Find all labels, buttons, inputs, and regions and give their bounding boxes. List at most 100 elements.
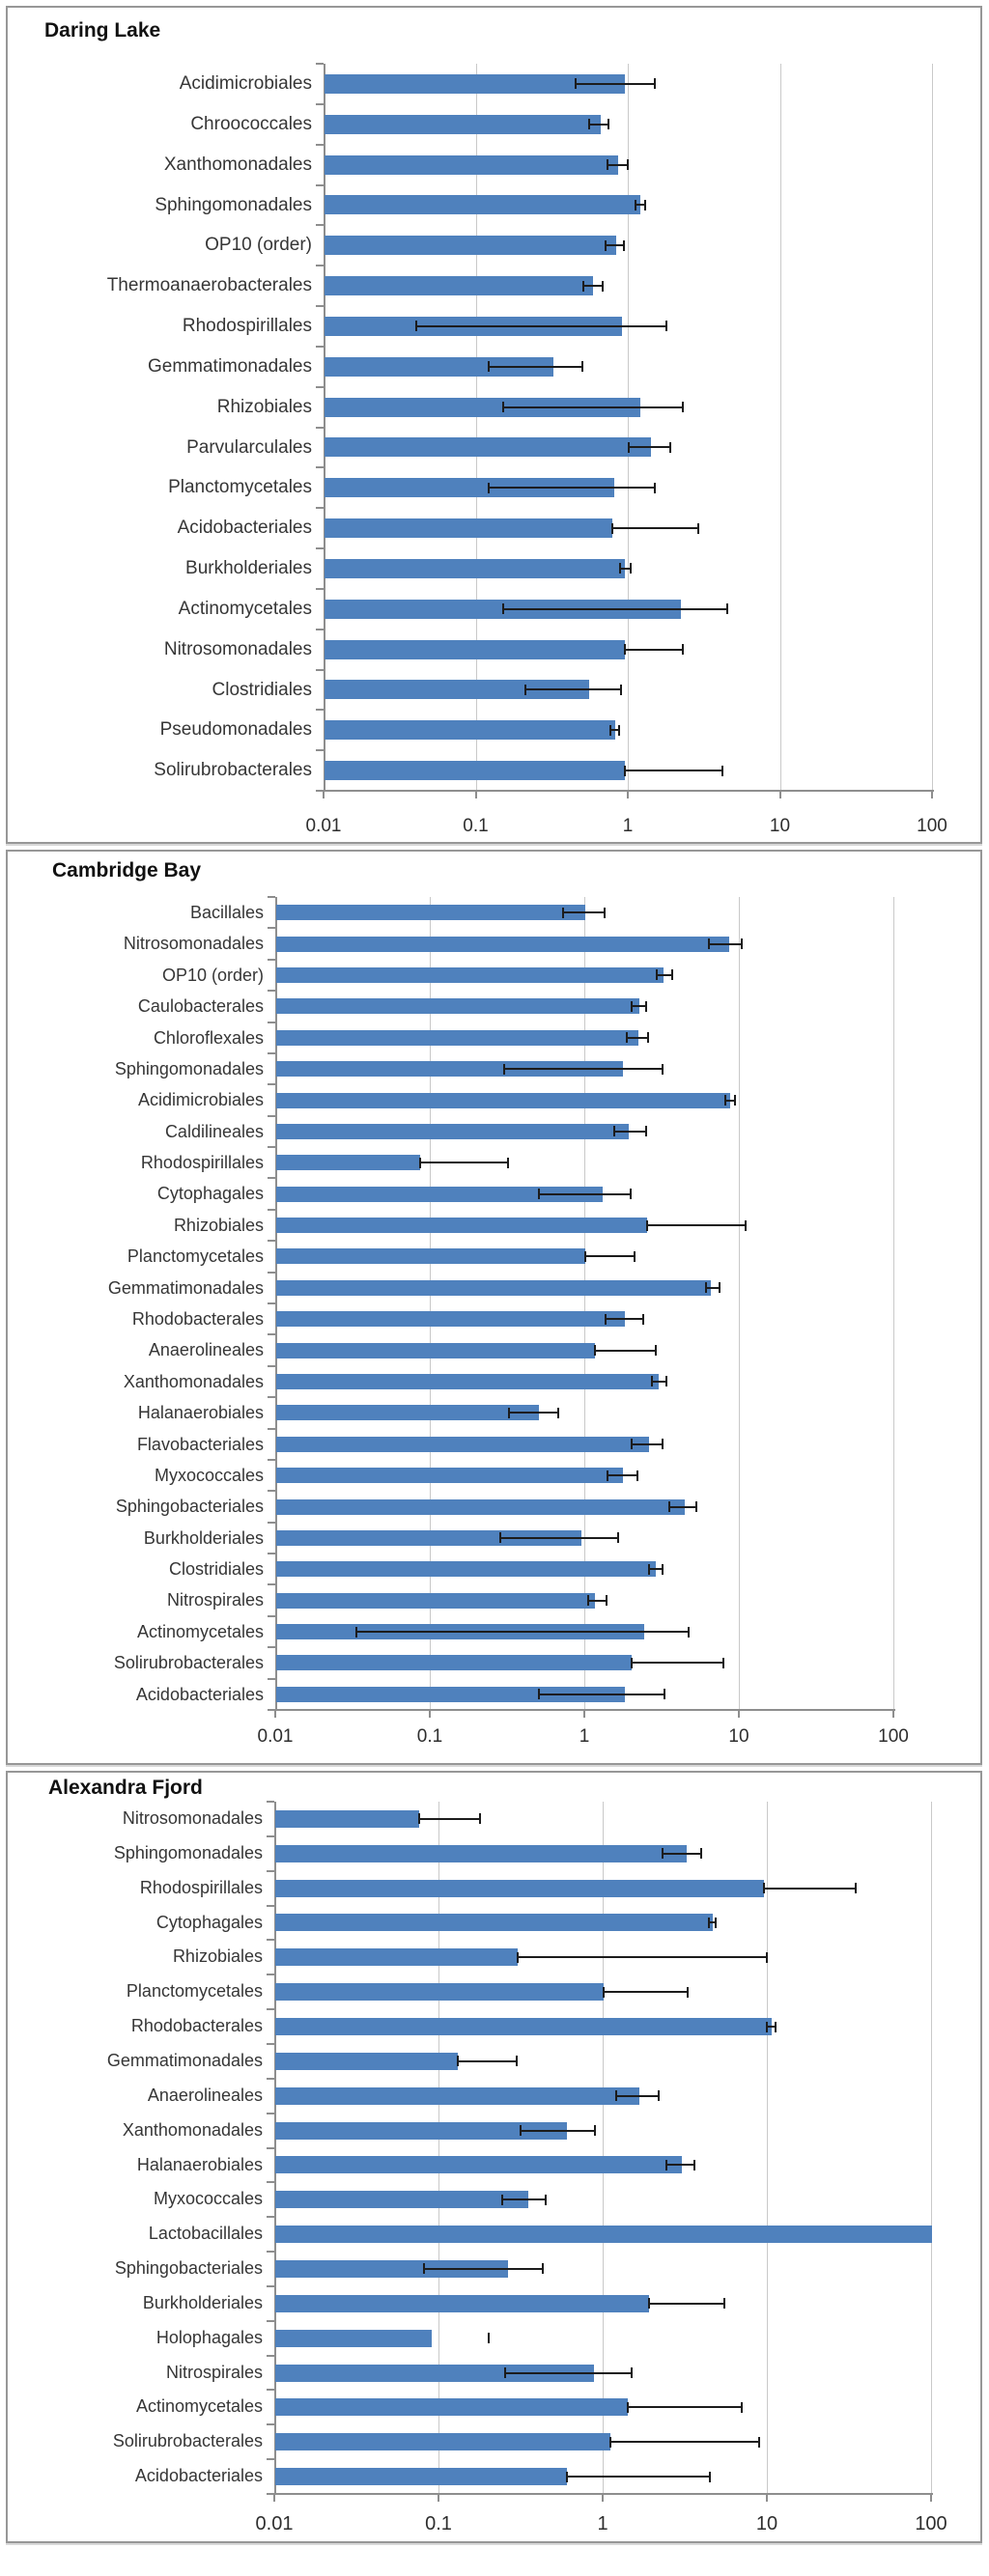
x-tick-label: 100 <box>917 816 947 836</box>
y-axis-tick-mark <box>316 466 324 468</box>
error-bar-line <box>634 204 645 207</box>
error-bar-cap <box>692 2159 695 2170</box>
y-axis-tick-mark <box>267 1801 274 1803</box>
error-bar-cap <box>644 1126 647 1137</box>
error-bar-line <box>519 2129 596 2132</box>
category-label: Nitrospirales <box>166 1590 264 1610</box>
chart-panel-cambridge-bay: Cambridge Bay 0.01 0.1 1 10 100 Bacillales Nit… <box>6 850 982 1765</box>
y-axis-tick-mark <box>267 2181 274 2183</box>
bar <box>275 2294 650 2312</box>
y-axis-tick-mark <box>268 1052 275 1054</box>
error-bar-line <box>765 2026 776 2029</box>
error-bar-line <box>581 285 603 288</box>
x-tick-label: 0.1 <box>416 1726 443 1747</box>
error-bar-cap <box>630 2367 633 2379</box>
plot-area-alexandra-fjord: 0.01 0.1 1 10 100 Nitrosomonadales Sphingomona… <box>107 1801 947 2534</box>
x-tick-label: 10 <box>728 1726 749 1747</box>
error-bar-cap <box>653 482 656 493</box>
category-label: Gemmatimonadales <box>107 1277 264 1298</box>
error-bar-cap <box>503 2367 506 2379</box>
error-bar-cap <box>628 441 630 453</box>
error-bar-cap <box>487 361 490 373</box>
y-axis-tick-mark <box>316 629 324 630</box>
x-tick-label: 100 <box>878 1726 909 1747</box>
bar <box>276 1436 650 1452</box>
y-axis-tick-mark <box>316 103 324 105</box>
error-bar-cap <box>603 907 606 918</box>
error-bar-cap <box>696 522 699 534</box>
bar <box>276 1686 625 1702</box>
y-axis-tick-mark <box>268 1522 275 1524</box>
y-axis-tick-mark <box>267 1905 274 1907</box>
category-label: Pseudomonadales <box>159 719 312 741</box>
error-bar-line <box>624 648 683 651</box>
error-bar-line <box>624 770 723 772</box>
error-bar-cap <box>609 724 612 736</box>
error-bar-line <box>354 1631 689 1634</box>
x-axis-tick-mark <box>892 1710 894 1718</box>
error-bar-line <box>457 2059 518 2062</box>
error-bar-line <box>724 1099 736 1102</box>
bar <box>325 397 641 417</box>
error-bar-cap <box>766 1951 768 1963</box>
y-axis-tick-mark <box>268 1083 275 1085</box>
error-bar-line <box>631 1662 724 1665</box>
bar <box>276 1342 595 1358</box>
error-bar-line <box>604 244 625 247</box>
error-bar-line <box>417 1817 481 1820</box>
x-axis-tick-mark <box>930 2494 932 2502</box>
bar <box>276 1655 633 1671</box>
category-label: Gemmatimonadales <box>147 355 312 377</box>
bar <box>325 639 626 659</box>
bar <box>276 1155 420 1171</box>
error-bar-cap <box>668 1501 671 1512</box>
y-axis-tick-mark <box>267 2458 274 2460</box>
bar <box>276 1405 539 1421</box>
category-label: Chloroflexales <box>153 1027 264 1048</box>
error-bar-cap <box>507 1407 510 1418</box>
error-bar-cap <box>422 2263 425 2275</box>
error-bar-line <box>645 1224 746 1227</box>
bar <box>325 518 612 539</box>
error-bar-line <box>648 2302 724 2305</box>
chart-panel-alexandra-fjord: Alexandra Fjord 0.01 0.1 1 10 100 Nitrosomona… <box>6 1771 982 2543</box>
error-bar-cap <box>643 199 646 210</box>
error-bar-cap <box>763 1883 766 1894</box>
bar <box>325 437 651 458</box>
category-label: Xanthomonadales <box>123 1371 264 1391</box>
category-label: Burkholderiales <box>185 558 312 578</box>
error-bar-line <box>707 942 743 945</box>
error-bar-cap <box>641 1313 644 1325</box>
error-bar-cap <box>741 938 744 950</box>
x-axis-line <box>274 2493 933 2495</box>
category-label: Actinomycetales <box>136 1621 264 1641</box>
error-bar-line <box>566 2476 711 2478</box>
error-bar-cap <box>648 2298 651 2310</box>
gridline <box>475 64 477 791</box>
category-label: Actinomycetales <box>178 598 312 619</box>
category-label: OP10 (order) <box>205 235 312 256</box>
y-axis-tick-mark <box>267 2355 274 2357</box>
category-label: Clostridiales <box>212 679 312 700</box>
bar <box>275 1914 713 1932</box>
bar <box>276 966 664 983</box>
y-axis-tick-mark <box>268 1646 275 1648</box>
error-bar-line <box>626 2406 742 2409</box>
category-label: Rhodospirillales <box>139 1877 263 1897</box>
error-bar-cap <box>721 765 724 776</box>
y-axis-tick-mark <box>316 709 324 711</box>
error-bar-cap <box>744 1219 747 1231</box>
error-bar-cap <box>708 1917 711 1928</box>
error-bar-cap <box>580 361 583 373</box>
y-axis-tick-mark <box>267 2423 274 2425</box>
bar <box>275 2433 611 2451</box>
error-bar-line <box>517 1956 767 1959</box>
category-label: Planctomycetales <box>168 477 312 498</box>
gridline <box>628 64 629 791</box>
x-tick-label: 0.01 <box>305 816 342 836</box>
bar <box>276 936 729 952</box>
error-bar-cap <box>488 2333 491 2344</box>
y-axis-tick-mark <box>268 1428 275 1430</box>
y-axis-tick-mark <box>267 1974 274 1975</box>
bar <box>276 1186 604 1202</box>
